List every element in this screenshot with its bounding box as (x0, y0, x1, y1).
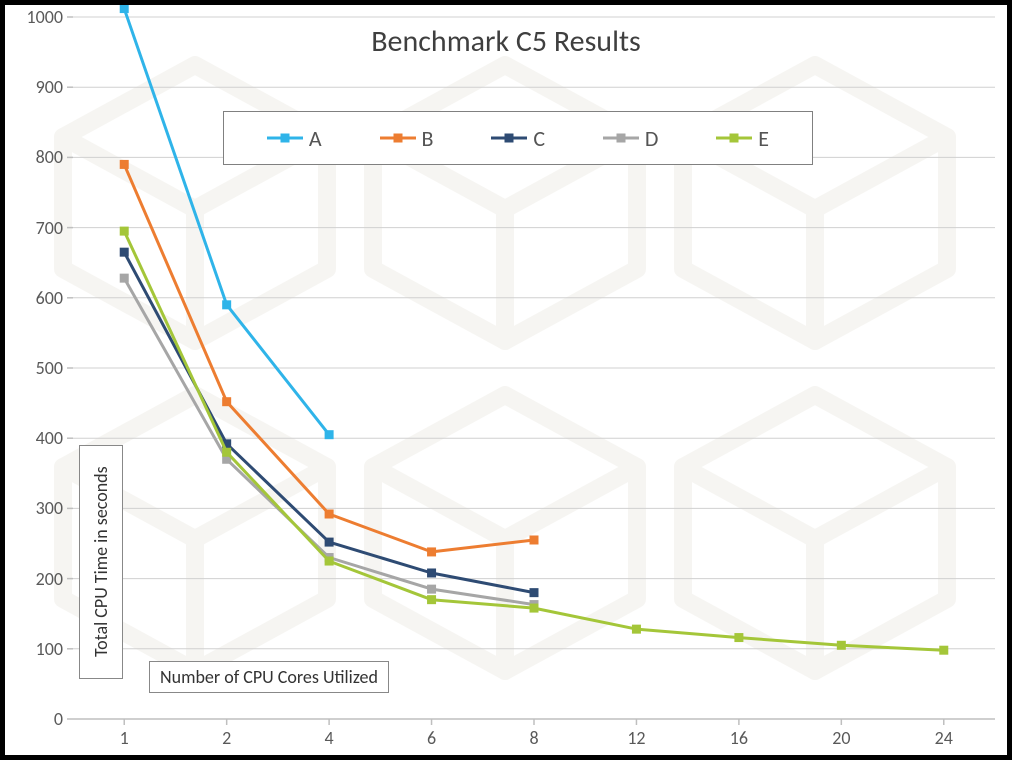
x-tick-label: 1 (112, 727, 136, 749)
x-tick-label: 24 (932, 727, 956, 749)
y-tick-label: 500 (36, 357, 63, 379)
x-tick-label: 20 (829, 727, 853, 749)
legend-swatch-icon (603, 132, 639, 144)
legend: A B C D E (223, 111, 813, 165)
legend-swatch-icon (491, 132, 527, 144)
y-axis-label: Total CPU Time in seconds (79, 445, 123, 679)
y-tick-label: 0 (54, 708, 63, 730)
legend-label: C (533, 125, 545, 152)
x-tick-label: 6 (420, 727, 444, 749)
y-tick-label: 900 (36, 76, 63, 98)
chart-title: Benchmark C5 Results (5, 23, 1007, 60)
y-tick-label: 200 (36, 568, 63, 590)
y-tick-label: 600 (36, 287, 63, 309)
x-tick-label: 4 (317, 727, 341, 749)
x-tick-label: 16 (727, 727, 751, 749)
legend-item: A (267, 125, 322, 152)
legend-label: A (309, 125, 322, 152)
legend-label: D (645, 125, 659, 152)
x-tick-label: 8 (522, 727, 546, 749)
legend-item: E (716, 125, 769, 152)
legend-item: D (603, 125, 659, 152)
y-tick-label: 800 (36, 146, 63, 168)
legend-swatch-icon (380, 132, 416, 144)
chart-frame: Benchmark C5 Results A B C D E Total CPU Tim… (0, 0, 1012, 760)
y-tick-label: 400 (36, 427, 63, 449)
x-tick-label: 12 (624, 727, 648, 749)
y-tick-label: 700 (36, 217, 63, 239)
legend-swatch-icon (716, 132, 752, 144)
x-tick-label: 2 (215, 727, 239, 749)
y-tick-label: 300 (36, 497, 63, 519)
y-tick-label: 1000 (27, 6, 64, 28)
legend-label: B (422, 125, 434, 152)
x-axis-label: Number of CPU Cores Utilized (149, 661, 389, 693)
legend-item: C (491, 125, 545, 152)
legend-item: B (380, 125, 434, 152)
legend-swatch-icon (267, 132, 303, 144)
legend-label: E (758, 125, 769, 152)
y-tick-label: 100 (36, 638, 63, 660)
